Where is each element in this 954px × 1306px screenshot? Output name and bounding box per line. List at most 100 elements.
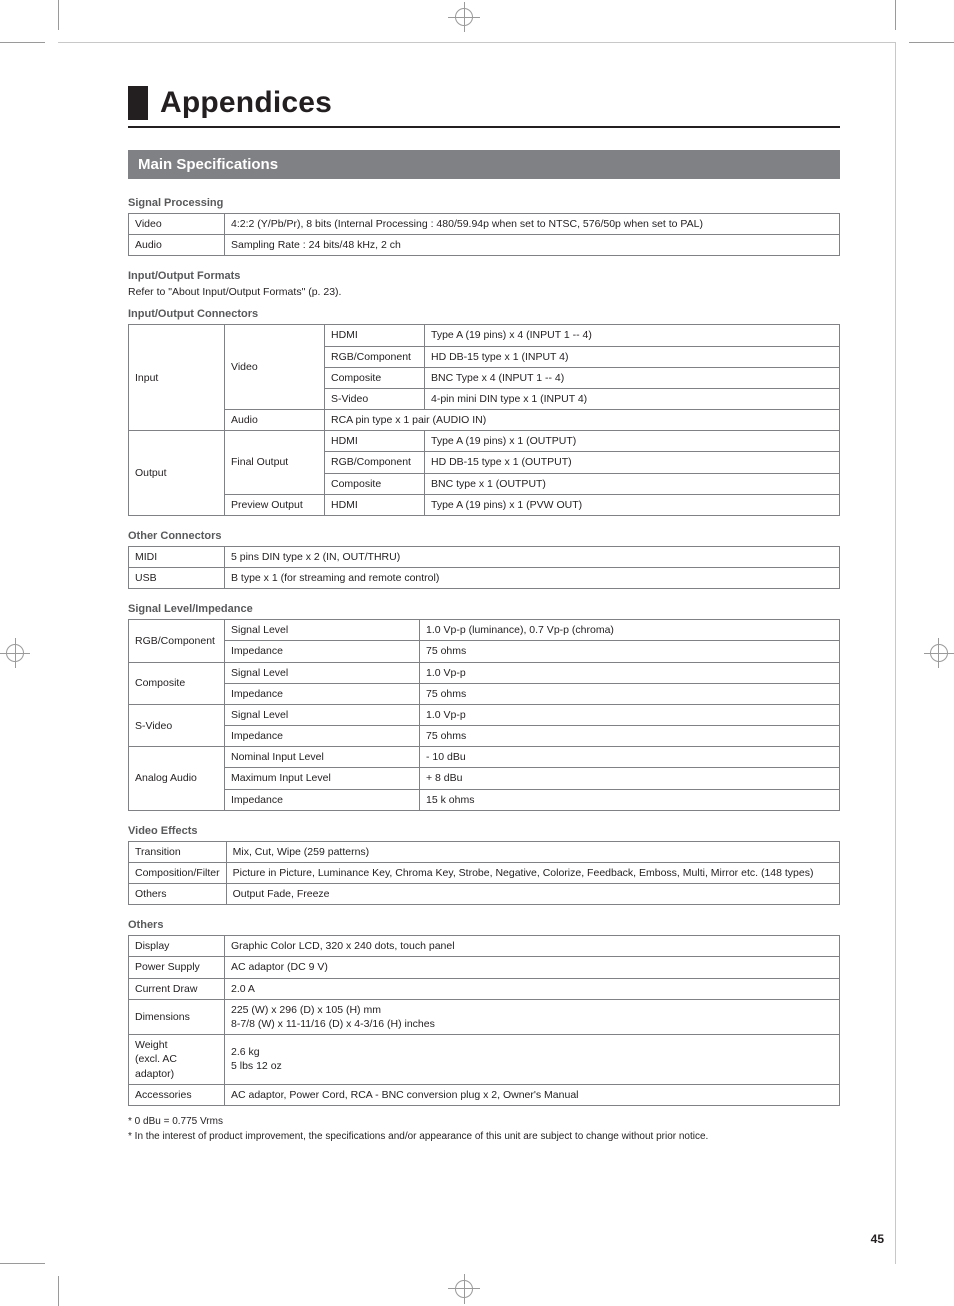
cell-type: S-Video [325, 388, 425, 409]
cell-value: Output Fade, Freeze [226, 884, 839, 905]
cell-value: 75 ohms [420, 641, 840, 662]
cell-key: Impedance [225, 641, 420, 662]
cell-value: Type A (19 pins) x 4 (INPUT 1 -- 4) [425, 325, 840, 346]
table-row: Impedance 75 ohms [129, 726, 840, 747]
cell-key: Nominal Input Level [225, 747, 420, 768]
cell-value: HD DB-15 type x 1 (INPUT 4) [425, 346, 840, 367]
cell-type: Composite [325, 367, 425, 388]
cell-label: Composition/Filter [129, 862, 227, 883]
crop-mark [0, 42, 45, 43]
table-row: Input Video HDMI Type A (19 pins) x 4 (I… [129, 325, 840, 346]
cell-value: 5 pins DIN type x 2 (IN, OUT/THRU) [225, 546, 840, 567]
cell-value: BNC Type x 4 (INPUT 1 -- 4) [425, 367, 840, 388]
cell-value: Picture in Picture, Luminance Key, Chrom… [226, 862, 839, 883]
table-row: Preview Output HDMI Type A (19 pins) x 1… [129, 494, 840, 515]
cell-value: - 10 dBu [420, 747, 840, 768]
cell-label: MIDI [129, 546, 225, 567]
cell-type: Composite [325, 473, 425, 494]
table-row: Analog Audio Nominal Input Level - 10 dB… [129, 747, 840, 768]
cell-label: Transition [129, 841, 227, 862]
cell-value: HD DB-15 type x 1 (OUTPUT) [425, 452, 840, 473]
table-row: Composition/Filter Picture in Picture, L… [129, 862, 840, 883]
cell-value: 1.0 Vp-p [420, 704, 840, 725]
table-row: Display Graphic Color LCD, 320 x 240 dot… [129, 936, 840, 957]
cell-key: Impedance [225, 726, 420, 747]
heading-others: Others [128, 919, 840, 931]
crop-mark [895, 0, 896, 30]
cell-value: BNC type x 1 (OUTPUT) [425, 473, 840, 494]
cell-value: 4:2:2 (Y/Pb/Pr), 8 bits (Internal Proces… [225, 214, 840, 235]
footnote-line: * In the interest of product improvement… [128, 1131, 840, 1142]
cell-type: RGB/Component [325, 452, 425, 473]
table-video-effects: Transition Mix, Cut, Wipe (259 patterns)… [128, 841, 840, 906]
cell-label: RGB/Component [129, 620, 225, 662]
table-row: Maximum Input Level + 8 dBu [129, 768, 840, 789]
table-row: Impedance 75 ohms [129, 641, 840, 662]
heading-signal-processing: Signal Processing [128, 197, 840, 209]
table-row: Current Draw 2.0 A [129, 978, 840, 999]
cell-type: HDMI [325, 325, 425, 346]
heading-io-connectors: Input/Output Connectors [128, 308, 840, 320]
registration-mark-icon [464, 2, 465, 32]
cell-value: 1.0 Vp-p [420, 662, 840, 683]
table-row: Accessories AC adaptor, Power Cord, RCA … [129, 1084, 840, 1105]
table-row: RGB/Component Signal Level 1.0 Vp-p (lum… [129, 620, 840, 641]
cell-label: USB [129, 568, 225, 589]
title-rule [128, 126, 840, 128]
section-title: Main Specifications [128, 150, 840, 179]
table-row: Impedance 75 ohms [129, 683, 840, 704]
crop-mark [58, 0, 59, 30]
cell-key: Impedance [225, 683, 420, 704]
cell-value: RCA pin type x 1 pair (AUDIO IN) [325, 410, 840, 431]
registration-mark-icon [464, 1274, 465, 1304]
cell-value: 4-pin mini DIN type x 1 (INPUT 4) [425, 388, 840, 409]
heading-other-connectors: Other Connectors [128, 530, 840, 542]
cell-key: Impedance [225, 789, 420, 810]
io-formats-note: Refer to "About Input/Output Formats" (p… [128, 286, 840, 298]
cell-value: Type A (19 pins) x 1 (PVW OUT) [425, 494, 840, 515]
cell-sublabel: Preview Output [225, 494, 325, 515]
footnote-line: * 0 dBu = 0.775 Vrms [128, 1116, 840, 1127]
table-row: Transition Mix, Cut, Wipe (259 patterns) [129, 841, 840, 862]
cell-label: Audio [129, 235, 225, 256]
cell-value: + 8 dBu [420, 768, 840, 789]
cell-value: B type x 1 (for streaming and remote con… [225, 568, 840, 589]
registration-mark-icon [938, 638, 939, 668]
heading-signal-level: Signal Level/Impedance [128, 603, 840, 615]
crop-mark [0, 1263, 45, 1264]
table-row: Output Final Output HDMI Type A (19 pins… [129, 431, 840, 452]
cell-label: Analog Audio [129, 747, 225, 811]
table-row: Video 4:2:2 (Y/Pb/Pr), 8 bits (Internal … [129, 214, 840, 235]
table-signal-level: RGB/Component Signal Level 1.0 Vp-p (lum… [128, 619, 840, 811]
cell-value: Type A (19 pins) x 1 (OUTPUT) [425, 431, 840, 452]
table-row: Impedance 15 k ohms [129, 789, 840, 810]
table-row: Dimensions 225 (W) x 296 (D) x 105 (H) m… [129, 999, 840, 1034]
cell-value: 1.0 Vp-p (luminance), 0.7 Vp-p (chroma) [420, 620, 840, 641]
table-row: USB B type x 1 (for streaming and remote… [129, 568, 840, 589]
table-row: Composite Signal Level 1.0 Vp-p [129, 662, 840, 683]
cell-label: Others [129, 884, 227, 905]
cell-key: Maximum Input Level [225, 768, 420, 789]
cell-label: Weight (excl. AC adaptor) [129, 1035, 225, 1085]
crop-mark [909, 42, 954, 43]
cell-key: Signal Level [225, 662, 420, 683]
table-row: Weight (excl. AC adaptor) 2.6 kg 5 lbs 1… [129, 1035, 840, 1085]
cell-label: Video [129, 214, 225, 235]
cell-key: Signal Level [225, 704, 420, 725]
registration-mark-icon [15, 638, 16, 668]
cell-label: Dimensions [129, 999, 225, 1034]
cell-value: 2.6 kg 5 lbs 12 oz [225, 1035, 840, 1085]
cell-label: Composite [129, 662, 225, 704]
cell-sublabel: Video [225, 325, 325, 410]
table-other-connectors: MIDI 5 pins DIN type x 2 (IN, OUT/THRU) … [128, 546, 840, 589]
cell-label: Accessories [129, 1084, 225, 1105]
table-row: Power Supply AC adaptor (DC 9 V) [129, 957, 840, 978]
cell-value: 15 k ohms [420, 789, 840, 810]
cell-key: Signal Level [225, 620, 420, 641]
page-title: Appendices [160, 86, 332, 119]
page-title-block: Appendices [128, 86, 840, 120]
heading-video-effects: Video Effects [128, 825, 840, 837]
cell-type: RGB/Component [325, 346, 425, 367]
cell-value: AC adaptor (DC 9 V) [225, 957, 840, 978]
cell-value: AC adaptor, Power Cord, RCA - BNC conver… [225, 1084, 840, 1105]
